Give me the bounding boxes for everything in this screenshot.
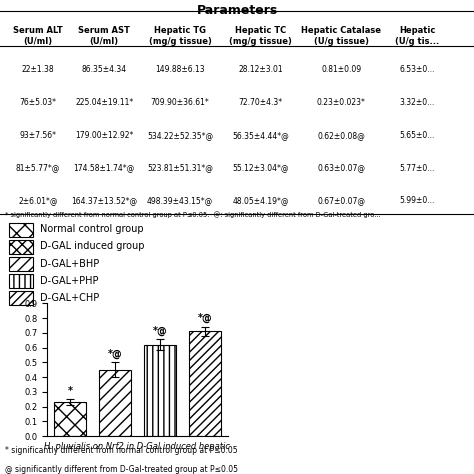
Text: 534.22±52.35*@: 534.22±52.35*@ [147, 131, 213, 140]
Text: 0.81±0.09: 0.81±0.09 [321, 65, 361, 74]
Text: 709.90±36.61*: 709.90±36.61* [151, 98, 210, 107]
Text: 72.70±4.3*: 72.70±4.3* [238, 98, 283, 107]
Text: *@: *@ [153, 326, 167, 336]
Text: 523.81±51.31*@: 523.81±51.31*@ [147, 164, 213, 173]
Bar [9, 240, 33, 254]
Text: 5.65±0...: 5.65±0... [400, 131, 435, 140]
Text: *: * [67, 385, 73, 395]
Text: 5.99±0...: 5.99±0... [400, 196, 435, 205]
Bar [54, 402, 86, 436]
Text: 76±5.03*: 76±5.03* [19, 98, 56, 107]
X-axis label: H. pluvialis on Nrf2 in D-Gal induced hepatic: H. pluvialis on Nrf2 in D-Gal induced he… [45, 442, 230, 451]
Text: 498.39±43.15*@: 498.39±43.15*@ [147, 196, 213, 205]
Text: *@: *@ [108, 348, 122, 359]
Text: 164.37±13.52*@: 164.37±13.52*@ [71, 196, 137, 205]
Text: *@: *@ [198, 313, 212, 323]
Text: 5.77±0...: 5.77±0... [400, 164, 435, 173]
Bar [9, 291, 33, 305]
Text: * significantly different from normal control group at P≤0.05: * significantly different from normal co… [5, 446, 237, 455]
Text: 86.35±4.34: 86.35±4.34 [82, 65, 127, 74]
Text: 48.05±4.19*@: 48.05±4.19*@ [232, 196, 289, 205]
Text: Parameters: Parameters [196, 4, 278, 18]
Text: 3.32±0...: 3.32±0... [400, 98, 435, 107]
Text: Serum ALT
(U/ml): Serum ALT (U/ml) [13, 26, 63, 46]
Bar [144, 345, 176, 436]
Text: 0.23±0.023*: 0.23±0.023* [317, 98, 366, 107]
Text: 225.04±19.11*: 225.04±19.11* [75, 98, 133, 107]
Text: 179.00±12.92*: 179.00±12.92* [75, 131, 134, 140]
Text: D-GAL induced group: D-GAL induced group [40, 241, 144, 252]
Text: 55.12±3.04*@: 55.12±3.04*@ [232, 164, 289, 173]
Text: 174.58±1.74*@: 174.58±1.74*@ [73, 164, 135, 173]
Text: 6.53±0...: 6.53±0... [400, 65, 435, 74]
Text: 149.88±6.13: 149.88±6.13 [155, 65, 205, 74]
Text: D-GAL+BHP: D-GAL+BHP [40, 258, 99, 269]
Text: Serum AST
(U/ml): Serum AST (U/ml) [78, 26, 130, 46]
Text: Hepatic TG
(mg/g tissue): Hepatic TG (mg/g tissue) [149, 26, 211, 46]
Text: * significantly different from normal control group at P≤0.05.  @: significantly: * significantly different from normal co… [5, 211, 380, 218]
Text: 0.67±0.07@: 0.67±0.07@ [317, 196, 365, 205]
Bar [9, 223, 33, 237]
Bar [99, 370, 131, 436]
Text: 28.12±3.01: 28.12±3.01 [238, 65, 283, 74]
Bar [9, 257, 33, 271]
Text: 93±7.56*: 93±7.56* [19, 131, 56, 140]
Bar [9, 274, 33, 288]
Text: D-GAL+PHP: D-GAL+PHP [40, 275, 98, 286]
Text: 2±6.01*@: 2±6.01*@ [18, 196, 58, 205]
Text: 81±5.77*@: 81±5.77*@ [16, 164, 60, 173]
Text: 0.63±0.07@: 0.63±0.07@ [317, 164, 365, 173]
Text: 22±1.38: 22±1.38 [22, 65, 54, 74]
Text: Hepatic Catalase
(U/g tissue): Hepatic Catalase (U/g tissue) [301, 26, 381, 46]
Text: D-GAL+CHP: D-GAL+CHP [40, 292, 99, 303]
Text: Hepatic TC
(mg/g tissue): Hepatic TC (mg/g tissue) [229, 26, 292, 46]
Text: @ significantly different from D-Gal-treated group at P≤0.05: @ significantly different from D-Gal-tre… [5, 465, 238, 474]
Text: Hepatic
(U/g tis...: Hepatic (U/g tis... [395, 26, 439, 46]
Text: 0.62±0.08@: 0.62±0.08@ [318, 131, 365, 140]
Bar [189, 331, 221, 436]
Text: 56.35±4.44*@: 56.35±4.44*@ [232, 131, 289, 140]
Text: Normal control group: Normal control group [40, 224, 143, 235]
